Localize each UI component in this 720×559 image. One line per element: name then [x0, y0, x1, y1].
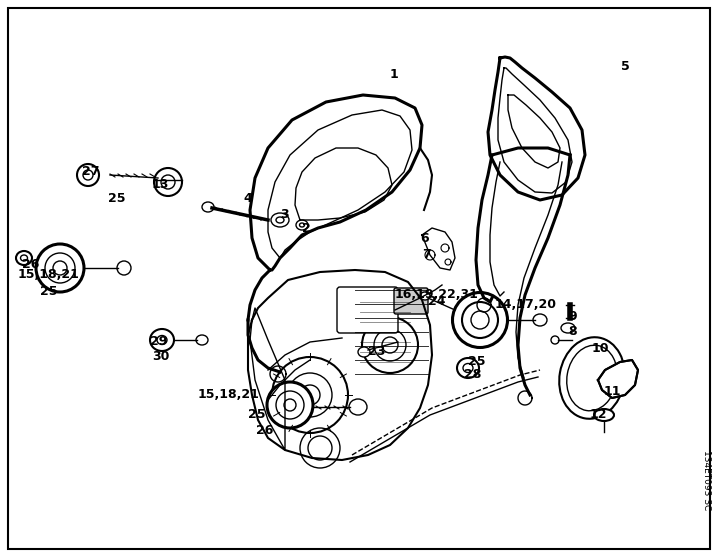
Text: 3: 3 — [280, 208, 289, 221]
Ellipse shape — [36, 244, 84, 292]
Ellipse shape — [296, 220, 308, 230]
Ellipse shape — [16, 251, 32, 265]
FancyBboxPatch shape — [394, 288, 428, 314]
Ellipse shape — [267, 382, 313, 428]
Ellipse shape — [463, 363, 473, 372]
Ellipse shape — [349, 399, 367, 415]
Ellipse shape — [202, 202, 214, 212]
Text: 25: 25 — [468, 355, 485, 368]
Text: 23: 23 — [368, 345, 385, 358]
Ellipse shape — [53, 261, 67, 275]
Ellipse shape — [271, 213, 289, 227]
Text: 26: 26 — [22, 258, 40, 271]
Text: 9: 9 — [568, 310, 577, 323]
Text: 2: 2 — [302, 222, 311, 235]
Text: 134ET093 SC: 134ET093 SC — [703, 450, 711, 510]
Text: 24: 24 — [428, 295, 446, 308]
Text: 5: 5 — [621, 60, 630, 73]
Text: 10: 10 — [592, 342, 610, 355]
Ellipse shape — [154, 168, 182, 196]
Text: 29: 29 — [150, 335, 167, 348]
Ellipse shape — [420, 292, 430, 300]
Ellipse shape — [284, 399, 296, 411]
Ellipse shape — [300, 223, 305, 227]
Ellipse shape — [196, 335, 208, 345]
Ellipse shape — [594, 409, 614, 421]
Text: 25: 25 — [248, 408, 266, 421]
Ellipse shape — [567, 345, 617, 411]
Text: 25: 25 — [108, 192, 125, 205]
Ellipse shape — [533, 314, 547, 326]
Ellipse shape — [462, 302, 498, 338]
Text: 28: 28 — [464, 368, 482, 381]
Text: 12: 12 — [590, 408, 608, 421]
Ellipse shape — [20, 255, 27, 261]
Text: 16,19,22,31: 16,19,22,31 — [395, 288, 479, 301]
Ellipse shape — [471, 311, 489, 329]
Text: 11: 11 — [604, 385, 621, 398]
Text: 6: 6 — [420, 232, 428, 245]
Ellipse shape — [117, 261, 131, 275]
Ellipse shape — [559, 337, 625, 419]
Text: 4: 4 — [243, 192, 252, 205]
Text: 8: 8 — [568, 325, 577, 338]
FancyBboxPatch shape — [337, 287, 398, 333]
Ellipse shape — [45, 253, 75, 283]
Ellipse shape — [83, 170, 93, 180]
Ellipse shape — [157, 335, 167, 344]
Text: 30: 30 — [152, 350, 169, 363]
Text: 13: 13 — [152, 178, 169, 191]
Text: 27: 27 — [82, 165, 99, 178]
Ellipse shape — [358, 347, 370, 357]
Text: 14,17,20: 14,17,20 — [495, 298, 557, 311]
Ellipse shape — [77, 164, 99, 186]
Ellipse shape — [276, 391, 304, 419]
Text: 25: 25 — [40, 285, 58, 298]
Ellipse shape — [276, 217, 284, 223]
Text: 26: 26 — [256, 424, 274, 437]
Ellipse shape — [161, 175, 175, 189]
Ellipse shape — [150, 329, 174, 351]
Polygon shape — [598, 360, 638, 398]
Text: 15,18,21: 15,18,21 — [18, 268, 80, 281]
Text: 1: 1 — [390, 68, 399, 81]
Text: 15,18,21: 15,18,21 — [198, 388, 260, 401]
Ellipse shape — [457, 358, 479, 378]
Text: 7: 7 — [422, 248, 431, 261]
Ellipse shape — [452, 292, 508, 348]
